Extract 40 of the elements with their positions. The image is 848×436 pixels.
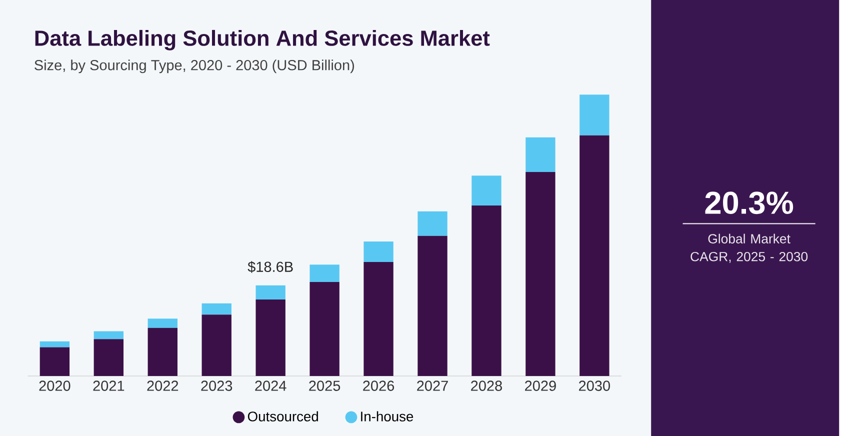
annotation: $18.6B bbox=[248, 260, 293, 273]
bar bbox=[148, 318, 178, 328]
bar bbox=[94, 331, 124, 339]
x-tick-label: 2020 bbox=[39, 380, 70, 391]
x-tick-label: 2022 bbox=[147, 380, 178, 391]
x-tick-label: 2028 bbox=[471, 380, 502, 391]
x-tick-label: 2027 bbox=[417, 380, 448, 391]
x-tick-label: 2025 bbox=[309, 380, 340, 391]
text: 20.3% bbox=[705, 191, 794, 214]
x-tick-label: 2024 bbox=[255, 380, 286, 391]
bar bbox=[202, 314, 232, 376]
bar bbox=[310, 264, 340, 282]
legend-label: Outsourced bbox=[248, 411, 318, 422]
bar bbox=[580, 135, 610, 376]
bar bbox=[418, 236, 448, 376]
bar bbox=[472, 205, 502, 376]
x-tick-label: 2029 bbox=[525, 380, 556, 391]
bar bbox=[526, 137, 556, 172]
bar bbox=[40, 347, 70, 376]
bar bbox=[418, 211, 448, 236]
bar bbox=[148, 328, 178, 376]
bar bbox=[526, 172, 556, 376]
bar bbox=[310, 282, 340, 376]
x-tick-label: 2023 bbox=[201, 380, 232, 391]
bar bbox=[364, 262, 394, 376]
x-tick-label: 2021 bbox=[93, 380, 124, 391]
legend-label: In-house bbox=[361, 411, 414, 422]
bar bbox=[202, 303, 232, 314]
chart-title: Data Labeling Solution And Services Market bbox=[35, 30, 490, 50]
bar bbox=[580, 94, 610, 136]
bar bbox=[256, 285, 286, 300]
bar bbox=[256, 299, 286, 376]
x-tick-label: 2026 bbox=[363, 380, 394, 391]
x-tick-label: 2030 bbox=[579, 380, 610, 391]
chart-subtitle: Size, by Sourcing Type, 2020 - 2030 (USD Billion) bbox=[34, 59, 354, 73]
bar bbox=[40, 341, 70, 348]
bar bbox=[472, 175, 502, 206]
bar bbox=[364, 241, 394, 262]
bar bbox=[94, 338, 124, 376]
text: Global Market CAGR, 2025 - 2030 bbox=[690, 234, 808, 263]
